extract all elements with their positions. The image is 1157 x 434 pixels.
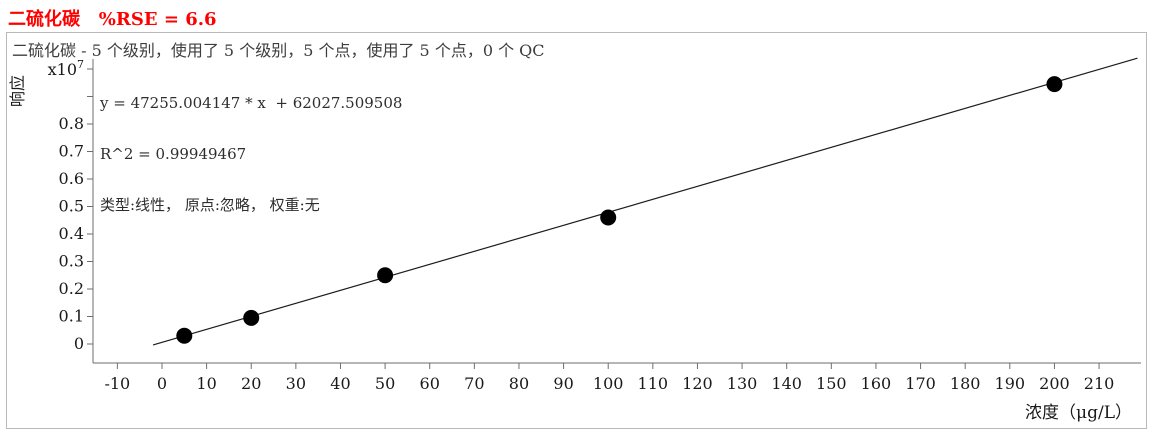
x-tick-label: 80 [509,374,529,393]
x-tick-label: 20 [241,374,261,393]
x-tick-label: 70 [464,374,484,393]
data-point[interactable] [377,267,394,284]
x-tick-label: 120 [682,374,713,393]
compound-title: 二硫化碳 %RSE = 6.6 [8,9,217,30]
x-tick-label: 40 [330,374,350,393]
y-tick-label: 0.1 [59,306,84,325]
fit-equation: y = 47255.004147 * x + 62027.509508 [100,94,403,112]
y-tick-label: 0 [74,334,84,353]
x-tick-label: 130 [727,374,758,393]
y-tick-label: 0.2 [59,279,84,298]
x-tick-label: 50 [375,374,395,393]
data-point[interactable] [243,309,260,326]
data-point[interactable] [600,209,617,226]
x-tick-label: 150 [816,374,847,393]
x-tick-label: 90 [553,374,573,393]
x-tick-label: 210 [1084,374,1115,393]
x-tick-label: -10 [104,374,130,393]
x-tick-label: 60 [420,374,440,393]
x-tick-label: 0 [157,374,167,393]
fit-r-squared: R^2 = 0.99949467 [100,145,247,163]
data-point[interactable] [176,327,193,344]
fit-line [152,57,1138,346]
data-point[interactable] [1046,76,1063,93]
fit-settings: 类型:线性， 原点:忽略， 权重:无 [100,196,320,214]
y-axis-title: 响应 [8,74,28,108]
x-tick-label: 200 [1039,374,1070,393]
y-axis-multiplier: x107 [48,58,84,79]
y-tick-label: 0.7 [59,142,84,161]
x-tick-label: 140 [771,374,802,393]
x-tick-label: 10 [196,374,216,393]
y-tick-label: 0.5 [59,197,84,216]
x-axis-title: 浓度（μg/L） [1025,403,1132,423]
x-tick-label: 100 [593,374,624,393]
calibration-summary: 二硫化碳 - 5 个级别，使用了 5 个级别，5 个点，使用了 5 个点，0 个… [12,41,545,60]
y-tick-label: 0.8 [59,114,84,133]
calibration-panel: 二硫化碳 - 5 个级别，使用了 5 个级别，5 个点，使用了 5 个点，0 个… [6,32,1147,429]
y-tick-label: 0.3 [59,252,84,271]
y-tick-label: 0.6 [59,169,84,188]
x-tick-label: 190 [995,374,1026,393]
x-tick-label: 110 [638,374,669,393]
x-tick-label: 30 [286,374,306,393]
y-tick-label: 0.4 [59,224,84,243]
x-tick-label: 180 [950,374,981,393]
fit-equation-block: y = 47255.004147 * x + 62027.509508 R^2 … [100,61,402,248]
x-tick-label: 170 [905,374,936,393]
x-tick-label: 160 [861,374,892,393]
calibration-plot: -10 0 10 20 30 40 50 60 70 80 90 100 110 120 130 140 150… [48,57,1141,393]
